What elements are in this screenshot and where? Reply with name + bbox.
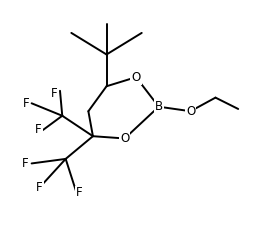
Text: O: O: [186, 105, 195, 118]
Text: B: B: [155, 100, 163, 113]
Text: F: F: [36, 181, 43, 194]
Text: F: F: [22, 157, 28, 170]
Text: F: F: [76, 186, 83, 200]
Text: O: O: [120, 132, 129, 145]
Text: O: O: [132, 71, 141, 84]
Text: F: F: [51, 86, 58, 100]
Text: F: F: [35, 123, 42, 136]
Text: F: F: [23, 97, 29, 110]
